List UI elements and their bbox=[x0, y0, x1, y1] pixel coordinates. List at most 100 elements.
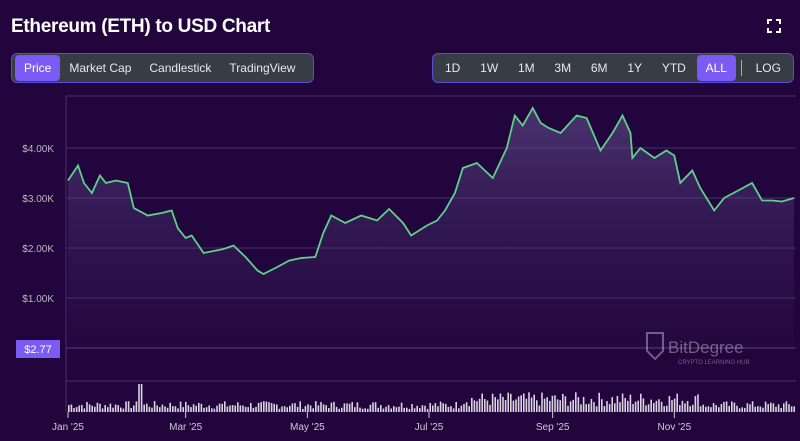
volume-bar bbox=[393, 406, 395, 412]
volume-bar bbox=[790, 406, 793, 412]
volume-bar bbox=[120, 407, 122, 412]
volume-bar bbox=[372, 402, 374, 412]
volume-bar bbox=[536, 400, 538, 412]
volume-bar bbox=[668, 395, 671, 412]
volume-bar bbox=[637, 400, 639, 412]
volume-bar bbox=[780, 407, 782, 412]
volume-bar bbox=[689, 406, 691, 412]
bitdegree-logo-icon bbox=[646, 332, 664, 361]
tab-price[interactable]: Price bbox=[15, 55, 61, 81]
price-marker bbox=[16, 340, 60, 358]
range-1m[interactable]: 1M bbox=[517, 61, 535, 75]
volume-bar bbox=[421, 405, 424, 412]
volume-bar bbox=[135, 401, 138, 412]
volume-bar bbox=[335, 406, 338, 412]
volume-bar bbox=[315, 401, 317, 412]
volume-bar bbox=[603, 406, 606, 412]
y-tick-label: $2.00K bbox=[22, 244, 54, 255]
volume-bar bbox=[122, 408, 125, 412]
divider bbox=[740, 60, 742, 76]
volume-bar bbox=[629, 394, 632, 412]
volume-bar bbox=[484, 398, 486, 412]
volume-bar bbox=[328, 407, 330, 412]
volume-bar bbox=[582, 396, 585, 412]
volume-bar bbox=[541, 392, 543, 412]
tab-tradingview[interactable]: TradingView bbox=[229, 61, 296, 75]
volume-bar bbox=[104, 405, 106, 412]
range-6m[interactable]: 6M bbox=[590, 61, 608, 75]
volume-bar bbox=[645, 405, 647, 412]
volume-bar bbox=[681, 400, 684, 412]
volume-bar bbox=[595, 406, 598, 412]
fullscreen-icon[interactable] bbox=[767, 19, 781, 33]
volume-bar bbox=[260, 402, 262, 412]
volume-bar bbox=[361, 408, 364, 412]
volume-bar bbox=[749, 404, 751, 412]
volume-bar bbox=[770, 402, 772, 412]
volume-bar bbox=[512, 400, 515, 412]
tab-market-cap[interactable]: Market Cap bbox=[69, 61, 132, 75]
volume-bar bbox=[702, 404, 704, 412]
range-ytd[interactable]: YTD bbox=[661, 61, 686, 75]
range-3m[interactable]: 3M bbox=[554, 61, 572, 75]
volume-bar bbox=[94, 406, 96, 412]
volume-bar bbox=[525, 398, 528, 412]
volume-bar bbox=[554, 395, 556, 412]
volume-bar bbox=[166, 407, 169, 412]
volume-bar bbox=[606, 400, 608, 412]
page-title: Ethereum (ETH) to USD Chart bbox=[11, 16, 270, 37]
range-all[interactable]: ALL bbox=[696, 55, 736, 81]
watermark: BitDegree CRYPTO LEARNING HUB bbox=[646, 332, 749, 366]
volume-bar bbox=[101, 408, 104, 412]
volume-bar bbox=[533, 394, 535, 412]
volume-bar bbox=[73, 408, 75, 412]
volume-bar bbox=[205, 407, 208, 412]
volume-bar bbox=[757, 406, 759, 412]
volume-bar bbox=[192, 404, 195, 412]
volume-bar bbox=[159, 407, 161, 412]
volume-bar bbox=[356, 402, 359, 412]
range-1w[interactable]: 1W bbox=[480, 61, 499, 75]
volume-bar bbox=[257, 402, 260, 412]
volume-bar bbox=[148, 406, 151, 412]
volume-bar bbox=[632, 404, 634, 412]
volume-bar bbox=[346, 403, 348, 412]
range-1y[interactable]: 1Y bbox=[627, 61, 643, 75]
volume-bar bbox=[476, 401, 478, 412]
volume-bar bbox=[463, 403, 465, 412]
volume-bar bbox=[341, 407, 343, 412]
volume-bar bbox=[78, 405, 80, 412]
volume-bar bbox=[182, 407, 184, 412]
volume-bar bbox=[515, 399, 517, 412]
volume-bar bbox=[580, 404, 582, 412]
volume-bar bbox=[455, 401, 457, 412]
volume-bar bbox=[616, 395, 619, 412]
range-1d[interactable]: 1D bbox=[445, 61, 461, 75]
volume-bar bbox=[614, 403, 616, 412]
volume-bar bbox=[200, 403, 203, 412]
volume-bar bbox=[408, 408, 411, 412]
volume-bar bbox=[294, 403, 296, 412]
log-toggle[interactable]: LOG bbox=[755, 61, 781, 75]
volume-bar bbox=[416, 405, 418, 412]
volume-bar bbox=[551, 395, 554, 412]
volume-bar bbox=[179, 401, 182, 412]
volume-bar bbox=[450, 406, 452, 412]
volume-bar bbox=[96, 402, 99, 412]
volume-bar bbox=[250, 403, 252, 412]
volume-bar bbox=[312, 408, 314, 412]
volume-bar bbox=[276, 404, 278, 412]
volume-bar bbox=[359, 407, 361, 412]
y-tick-label: $3.00K bbox=[22, 194, 54, 205]
volume-bar bbox=[785, 401, 788, 412]
volume-bar bbox=[471, 397, 473, 412]
volume-bar bbox=[283, 406, 286, 412]
volume-bar bbox=[712, 403, 715, 412]
volume-bar bbox=[642, 398, 645, 412]
volume-bar bbox=[432, 405, 434, 412]
volume-bar bbox=[382, 408, 385, 412]
tab-candlestick[interactable]: Candlestick bbox=[149, 61, 212, 75]
price-area bbox=[68, 108, 794, 348]
volume-bar bbox=[777, 404, 780, 412]
